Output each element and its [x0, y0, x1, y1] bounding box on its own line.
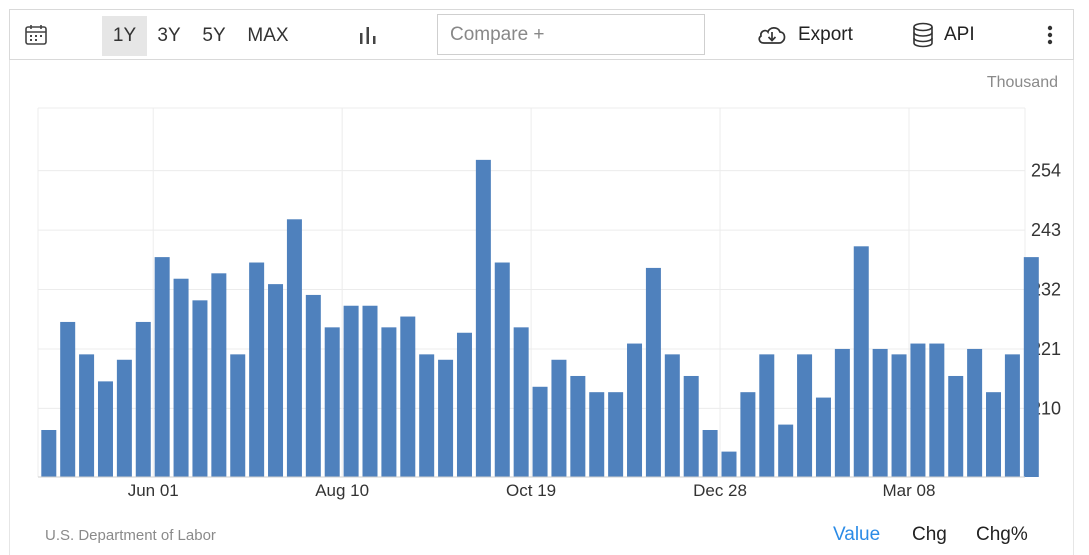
- bar: [853, 246, 869, 477]
- api-label: API: [944, 23, 975, 45]
- bar: [721, 451, 737, 477]
- x-tick-label: Jun 01: [128, 481, 179, 500]
- compare-input[interactable]: [437, 14, 705, 55]
- calendar-button[interactable]: [20, 10, 52, 59]
- bar: [268, 284, 284, 477]
- chart-toolbar: 1Y 3Y 5Y MAX Export API: [9, 9, 1074, 60]
- bar: [41, 429, 57, 477]
- bar: [97, 381, 113, 477]
- x-tick-label: Oct 19: [506, 481, 556, 500]
- source-label: U.S. Department of Labor: [45, 527, 216, 544]
- bar-chart-icon: [360, 26, 376, 44]
- bar: [627, 343, 643, 477]
- bar: [116, 359, 132, 477]
- chart-type-button[interactable]: [354, 10, 382, 59]
- bar: [702, 429, 718, 477]
- y-tick-label: 243: [1031, 220, 1061, 240]
- more-vertical-icon: [1047, 25, 1053, 44]
- bar: [683, 375, 699, 477]
- bar: [967, 348, 983, 477]
- bar: [438, 359, 454, 477]
- bar: [230, 354, 246, 477]
- bar: [381, 327, 397, 477]
- database-icon: [913, 22, 933, 47]
- chart-panel: [9, 60, 1074, 555]
- calendar-icon: [25, 24, 47, 45]
- bar: [891, 354, 907, 477]
- bar: [60, 321, 76, 477]
- range-3y-button[interactable]: 3Y: [157, 25, 181, 46]
- bar: [645, 267, 661, 477]
- bar: [815, 397, 831, 477]
- x-tick-label: Aug 10: [315, 481, 369, 500]
- tab-chg[interactable]: Chg: [912, 524, 947, 545]
- bar: [362, 305, 378, 477]
- range-max-button[interactable]: MAX: [247, 25, 289, 46]
- range-5y-button[interactable]: 5Y: [202, 25, 226, 46]
- bar: [589, 392, 605, 477]
- bar: [910, 343, 926, 477]
- x-tick-label: Mar 08: [883, 481, 936, 500]
- unit-label: Thousand: [986, 74, 1058, 91]
- range-1y-button[interactable]: 1Y: [102, 16, 147, 56]
- bar: [286, 219, 302, 477]
- bar: [343, 305, 359, 477]
- bar: [608, 392, 624, 477]
- bar: [1023, 257, 1039, 477]
- more-menu-button[interactable]: [1038, 10, 1062, 59]
- bar: [513, 327, 529, 477]
- bar: [759, 354, 775, 477]
- bar: [494, 262, 510, 477]
- bar: [475, 159, 491, 477]
- bar: [419, 354, 435, 477]
- export-button[interactable]: Export: [756, 10, 860, 59]
- bar: [986, 392, 1002, 477]
- y-tick-label: 254: [1031, 161, 1061, 181]
- bar: [173, 278, 189, 477]
- bar: [834, 348, 850, 477]
- tab-chg-percent[interactable]: Chg%: [976, 524, 1028, 545]
- bar: [948, 375, 964, 477]
- bar: [1004, 354, 1020, 477]
- bar: [154, 257, 170, 477]
- bar: [929, 343, 945, 477]
- bar: [456, 332, 472, 477]
- api-button[interactable]: API: [912, 10, 988, 59]
- cloud-download-icon: [758, 26, 786, 44]
- bar: [532, 386, 548, 477]
- bar: [211, 273, 227, 477]
- bar: [740, 392, 756, 477]
- bar: [135, 321, 151, 477]
- bar: [664, 354, 680, 477]
- bar: [400, 316, 416, 477]
- bar: [570, 375, 586, 477]
- bar: [778, 424, 794, 477]
- bar: [249, 262, 265, 477]
- bar: [551, 359, 567, 477]
- bar: [872, 348, 888, 477]
- export-label: Export: [798, 23, 853, 45]
- bar: [797, 354, 813, 477]
- bar: [192, 300, 208, 477]
- bar: [324, 327, 340, 477]
- x-tick-label: Dec 28: [693, 481, 747, 500]
- bar: [305, 294, 321, 477]
- tab-value[interactable]: Value: [833, 524, 881, 545]
- bar: [79, 354, 95, 477]
